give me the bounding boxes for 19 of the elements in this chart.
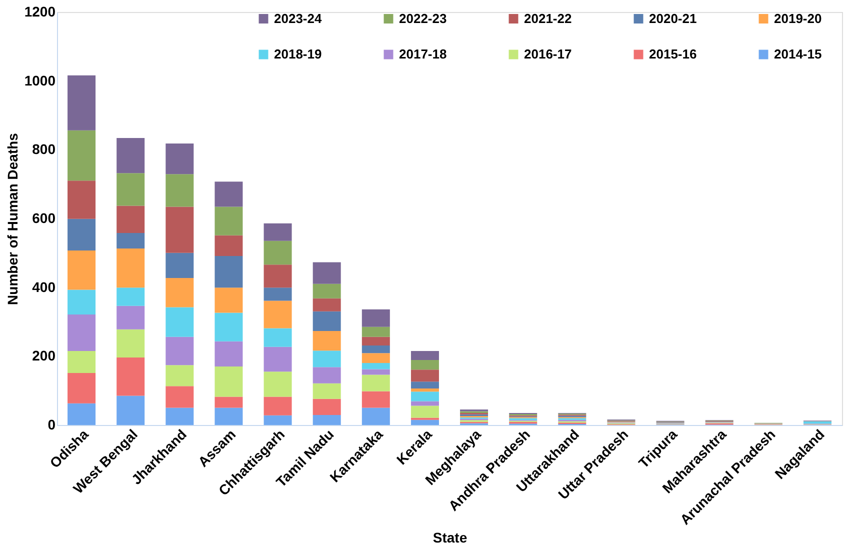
- legend-label: 2022-23: [399, 10, 447, 26]
- y-tick-label: 400: [32, 278, 56, 295]
- y-tick-label: 0: [48, 416, 56, 432]
- legend-label: 2015-16: [649, 46, 697, 62]
- x-axis-title: State: [432, 530, 468, 546]
- y-tick-label: 1200: [24, 4, 56, 20]
- legend-label: 2018-19: [274, 46, 322, 62]
- y-axis-title: Number of Human Deaths: [4, 132, 20, 305]
- legend-label: 2021-22: [524, 10, 572, 26]
- legend-label: 2023-24: [274, 10, 322, 26]
- y-tick-label: 800: [32, 141, 56, 158]
- y-tick-label: 200: [32, 348, 56, 364]
- legend-label: 2014-15: [774, 46, 822, 62]
- legend-label: 2019-20: [774, 10, 822, 26]
- legend-label: 2020-21: [649, 10, 697, 26]
- y-tick-label: 1000: [24, 72, 56, 88]
- legend-label: 2017-18: [399, 46, 447, 62]
- legend-label: 2016-17: [524, 46, 572, 62]
- y-tick-label: 600: [32, 210, 56, 226]
